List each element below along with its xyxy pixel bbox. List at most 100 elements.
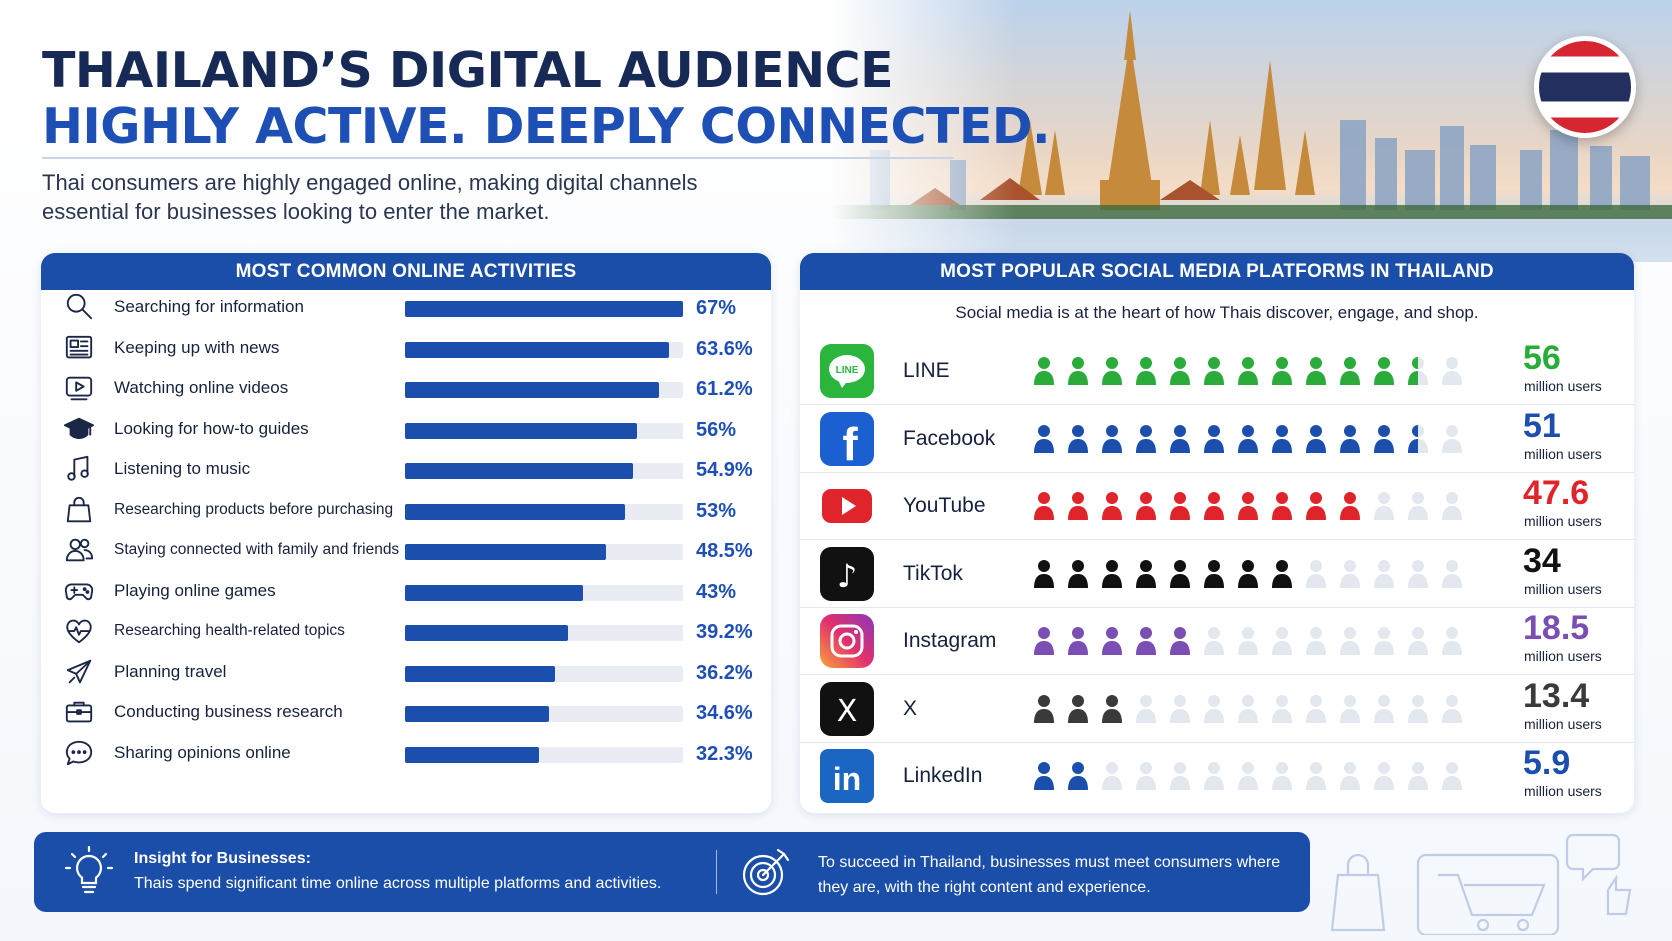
activity-label: Researching products before purchasing: [114, 500, 394, 518]
user-icon-empty: [1442, 762, 1462, 790]
lightbulb-icon: [64, 846, 114, 894]
user-pictogram-icons: [1034, 762, 1462, 790]
user-pictogram-icons: [1034, 559, 1462, 588]
platforms-heading: MOST POPULAR SOCIAL MEDIA PLATFORMS IN T…: [800, 253, 1634, 290]
svg-text:f: f: [842, 418, 858, 466]
user-icon-empty: [1238, 627, 1258, 655]
user-icon-filled: [1034, 492, 1054, 520]
platform-row: LINE LINE 56 million users: [800, 337, 1634, 405]
user-icon-filled: [1034, 627, 1054, 655]
user-icon-filled: [1170, 492, 1190, 520]
user-icon-empty: [1408, 559, 1428, 588]
activity-bar: [405, 625, 568, 641]
platform-users-unit: million users: [1524, 715, 1602, 732]
page-title: THAILAND’S DIGITAL AUDIENCE: [42, 42, 894, 99]
activity-value: 43%: [696, 580, 737, 603]
briefcase-icon: [65, 701, 93, 723]
user-icon-empty: [1170, 762, 1190, 790]
activity-row: Sharing opinions online 32.3%: [41, 734, 771, 772]
activity-label: Sharing opinions online: [114, 742, 291, 762]
activity-row: Listening to music 54.9%: [41, 450, 771, 488]
activity-bar-track: [405, 706, 683, 722]
user-icon-filled: [1204, 357, 1224, 385]
activity-label: Listening to music: [114, 459, 251, 478]
user-icon-empty: [1374, 627, 1394, 655]
svg-text:X: X: [837, 694, 858, 729]
user-icon-filled: [1374, 357, 1394, 385]
user-icon-filled: [1272, 424, 1292, 453]
activity-value: 32.3%: [696, 742, 753, 765]
user-icon-empty: [1442, 627, 1462, 655]
svg-text:LINE: LINE: [836, 365, 859, 376]
user-icon-filled: [1340, 492, 1360, 520]
activity-row: Researching products before purchasing 53…: [41, 491, 771, 529]
platform-name: TikTok: [903, 561, 963, 585]
platform-name: Facebook: [903, 426, 996, 450]
tiktok-logo-icon: ♪: [820, 546, 874, 601]
user-icon-filled: [1068, 357, 1088, 385]
user-icon-partial: [1408, 357, 1418, 385]
user-icon-filled: [1272, 357, 1292, 385]
platform-row: YouTube 47.6 million users: [800, 472, 1634, 540]
activity-label: Playing online games: [114, 580, 276, 600]
insight-title: Insight for Businesses:: [134, 850, 311, 867]
user-icon-empty: [1340, 694, 1360, 723]
activity-bar: [405, 422, 638, 439]
platform-users-unit: million users: [1524, 783, 1602, 799]
user-icon-empty: [1136, 762, 1156, 790]
activity-label: Planning travel: [114, 661, 227, 681]
user-icon-empty: [1442, 559, 1462, 588]
user-icon-empty: [1238, 762, 1258, 790]
platform-name: LINE: [903, 359, 950, 382]
activity-row: Keeping up with news 63.6%: [41, 329, 771, 367]
insight-text-secondary: To succeed in Thailand, businesses must …: [818, 854, 1281, 896]
youtube-logo-icon: [820, 479, 874, 533]
user-icon-filled: [1068, 762, 1088, 790]
activity-bar-track: [405, 382, 683, 398]
user-icon-filled: [1136, 559, 1156, 588]
user-icon-filled: [1068, 627, 1088, 655]
activity-value: 39.2%: [696, 621, 753, 643]
user-icon-empty: [1204, 762, 1224, 790]
user-icon-filled: [1102, 492, 1122, 520]
user-icon-filled: [1204, 424, 1224, 453]
activity-bar-track: [405, 544, 683, 560]
activity-label: Looking for how-to guides: [114, 418, 309, 438]
user-icon-filled: [1068, 492, 1088, 520]
user-icon-filled: [1034, 357, 1054, 385]
graduation-cap-icon: [64, 417, 94, 439]
platform-row: X X 13.4 million users: [800, 675, 1634, 743]
svg-text:♪: ♪: [837, 557, 857, 595]
user-icon-filled: [1170, 627, 1190, 655]
user-icon-filled: [1102, 627, 1122, 655]
svg-text:in: in: [833, 761, 861, 797]
activity-bar-track: [405, 625, 683, 641]
gamepad-icon: [64, 582, 94, 600]
user-icon-filled: [1238, 357, 1258, 385]
user-icon-filled: [1136, 357, 1156, 385]
line-logo-icon: LINE: [820, 344, 874, 398]
user-icon-empty: [1170, 694, 1190, 723]
activity-row: Playing online games 43%: [41, 572, 771, 610]
platform-name: LinkedIn: [903, 764, 983, 787]
user-icon-empty: [1408, 762, 1428, 790]
activity-bar: [405, 665, 556, 682]
user-icon-empty: [1272, 627, 1292, 655]
activity-value: 61.2%: [696, 378, 753, 400]
platform-row: Instagram 18.5 million users: [800, 607, 1634, 675]
user-icon-empty: [1442, 694, 1462, 723]
facebook-logo-icon: f: [820, 411, 874, 466]
user-icon-empty: [1306, 694, 1326, 723]
activity-value: 63.6%: [696, 337, 753, 360]
page-tagline: HIGHLY ACTIVE. DEEPLY CONNECTED.: [42, 98, 1051, 155]
platforms-subheading: Social media is at the heart of how Thai…: [955, 303, 1479, 322]
user-icon-empty: [1374, 559, 1394, 588]
user-icon-empty: [1442, 424, 1462, 453]
user-pictogram-icons: [1034, 492, 1462, 520]
activity-value: 67%: [696, 297, 737, 319]
activity-bar-track: [405, 584, 683, 601]
user-icon-filled: [1068, 559, 1088, 588]
platform-users-value: 13.4: [1523, 676, 1590, 715]
insight-divider: [716, 850, 717, 894]
activity-bar: [405, 544, 607, 560]
